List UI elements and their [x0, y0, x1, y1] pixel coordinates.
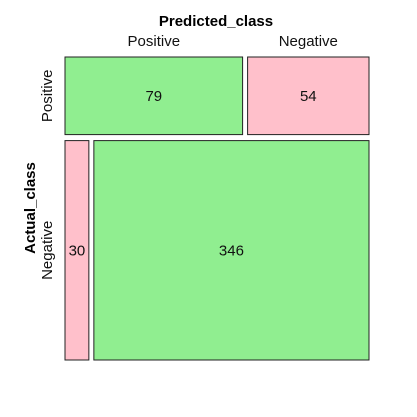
row-level-label: Positive	[39, 70, 56, 123]
row-title: Actual_class	[22, 162, 39, 254]
column-title: Predicted_class	[159, 13, 273, 30]
level-labels: Positive Negative Positive Negative	[39, 33, 338, 280]
cell-positive-positive	[64, 56, 244, 136]
column-level-label: Positive	[128, 33, 181, 50]
cell-negative-positive	[64, 140, 90, 361]
cell-value-positive-positive: 79	[145, 88, 162, 105]
column-level-label: Negative	[279, 33, 338, 50]
row-level-label: Negative	[39, 221, 56, 280]
cell-negative-negative	[93, 140, 370, 361]
cell-value-negative-positive: 30	[69, 242, 86, 259]
cell-positive-negative	[247, 56, 370, 136]
mosaic-cells: 79 54 30 346	[64, 56, 370, 361]
cell-value-negative-negative: 346	[219, 242, 244, 259]
cell-value-positive-negative: 54	[300, 88, 317, 105]
